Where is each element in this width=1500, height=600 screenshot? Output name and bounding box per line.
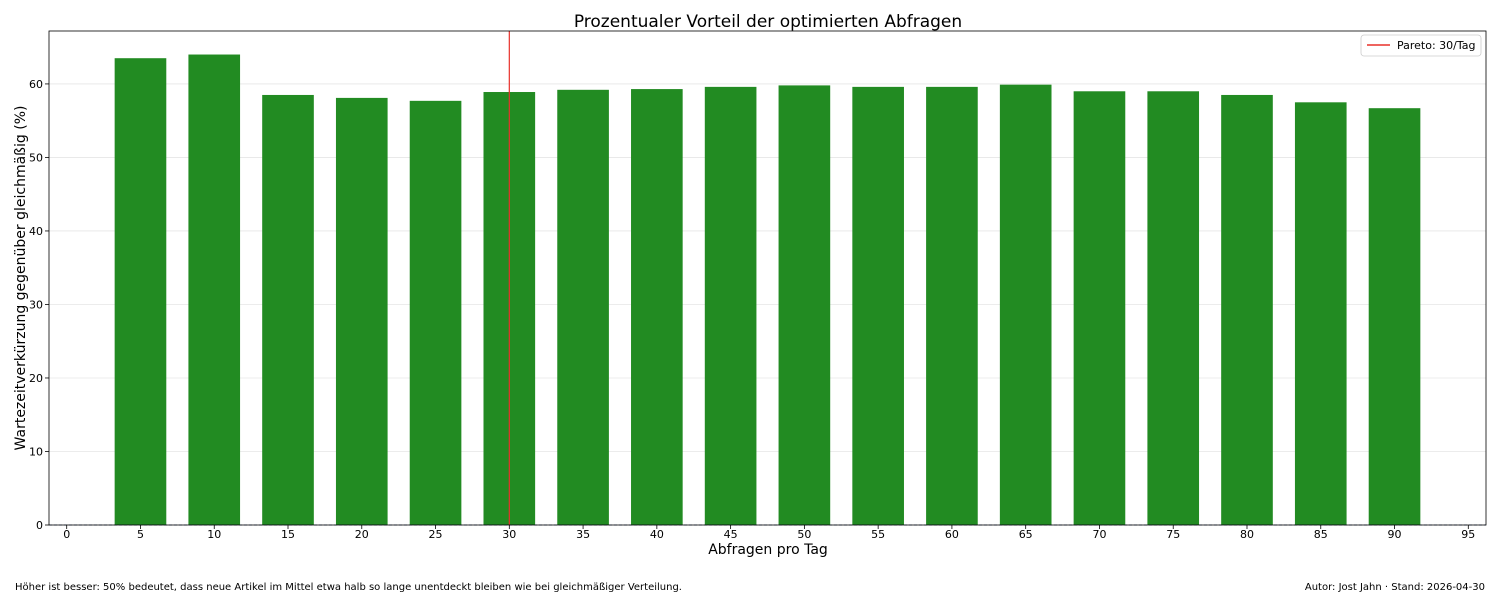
x-axis-ticks: 0 5 10 15 20 25 30 35 40 45 50 55 60 65 70 75 80 85 90 95 — [63, 525, 1475, 541]
legend-label: Pareto: 30/Tag — [1397, 39, 1476, 52]
y-tick-label: 60 — [29, 78, 43, 91]
bar — [852, 86, 904, 525]
bar — [1073, 91, 1126, 526]
bar — [1221, 94, 1273, 526]
bar — [262, 94, 314, 526]
x-tick-label: 50 — [797, 528, 811, 541]
footer-note: Höher ist besser: 50% bedeutet, dass neu… — [15, 582, 682, 593]
y-tick-label: 0 — [36, 519, 43, 532]
y-axis-ticks: 0 10 20 30 40 50 60 — [29, 78, 49, 532]
x-tick-label: 65 — [1019, 528, 1033, 541]
x-tick-label: 5 — [137, 528, 144, 541]
x-axis-label: Abfragen pro Tag — [708, 542, 828, 558]
y-tick-label: 10 — [29, 445, 43, 458]
y-tick-label: 50 — [29, 151, 43, 164]
x-tick-label: 35 — [576, 528, 590, 541]
bar — [778, 85, 831, 526]
bar — [999, 84, 1052, 525]
x-tick-label: 95 — [1461, 528, 1475, 541]
plot-frame — [48, 30, 1487, 526]
x-tick-label: 60 — [945, 528, 959, 541]
bar — [1368, 108, 1421, 525]
bar — [557, 89, 609, 526]
bar — [188, 54, 241, 526]
x-tick-label: 80 — [1240, 528, 1254, 541]
bar — [631, 89, 683, 525]
y-tick-label: 40 — [29, 225, 43, 238]
legend: Pareto: 30/Tag — [1360, 34, 1482, 57]
bar — [409, 100, 462, 526]
bar — [1294, 102, 1347, 525]
bar — [926, 86, 978, 525]
x-tick-label: 0 — [63, 528, 70, 541]
x-tick-label: 85 — [1314, 528, 1328, 541]
x-tick-label: 30 — [502, 528, 516, 541]
x-tick-label: 40 — [650, 528, 664, 541]
x-tick-label: 90 — [1388, 528, 1402, 541]
x-tick-label: 70 — [1092, 528, 1106, 541]
y-axis-label: Wartezeitverkürzung gegenüber gleichmäßi… — [13, 106, 29, 451]
x-tick-label: 15 — [281, 528, 295, 541]
chart-title: Prozentualer Vorteil der optimierten Abf… — [574, 12, 962, 32]
legend-box — [1360, 34, 1482, 57]
x-tick-label: 10 — [207, 528, 221, 541]
x-tick-label: 75 — [1166, 528, 1180, 541]
x-tick-label: 20 — [355, 528, 369, 541]
bar — [1147, 91, 1200, 526]
y-tick-label: 20 — [29, 372, 43, 385]
bar — [704, 86, 757, 525]
x-tick-label: 45 — [724, 528, 738, 541]
bar — [335, 97, 388, 525]
bars — [114, 54, 1421, 526]
bar — [114, 58, 167, 526]
y-tick-label: 30 — [29, 298, 43, 311]
x-tick-label: 55 — [871, 528, 885, 541]
footer-credit: Autor: Jost Jahn · Stand: 2026-04-30 — [1304, 582, 1485, 593]
x-tick-label: 25 — [429, 528, 443, 541]
